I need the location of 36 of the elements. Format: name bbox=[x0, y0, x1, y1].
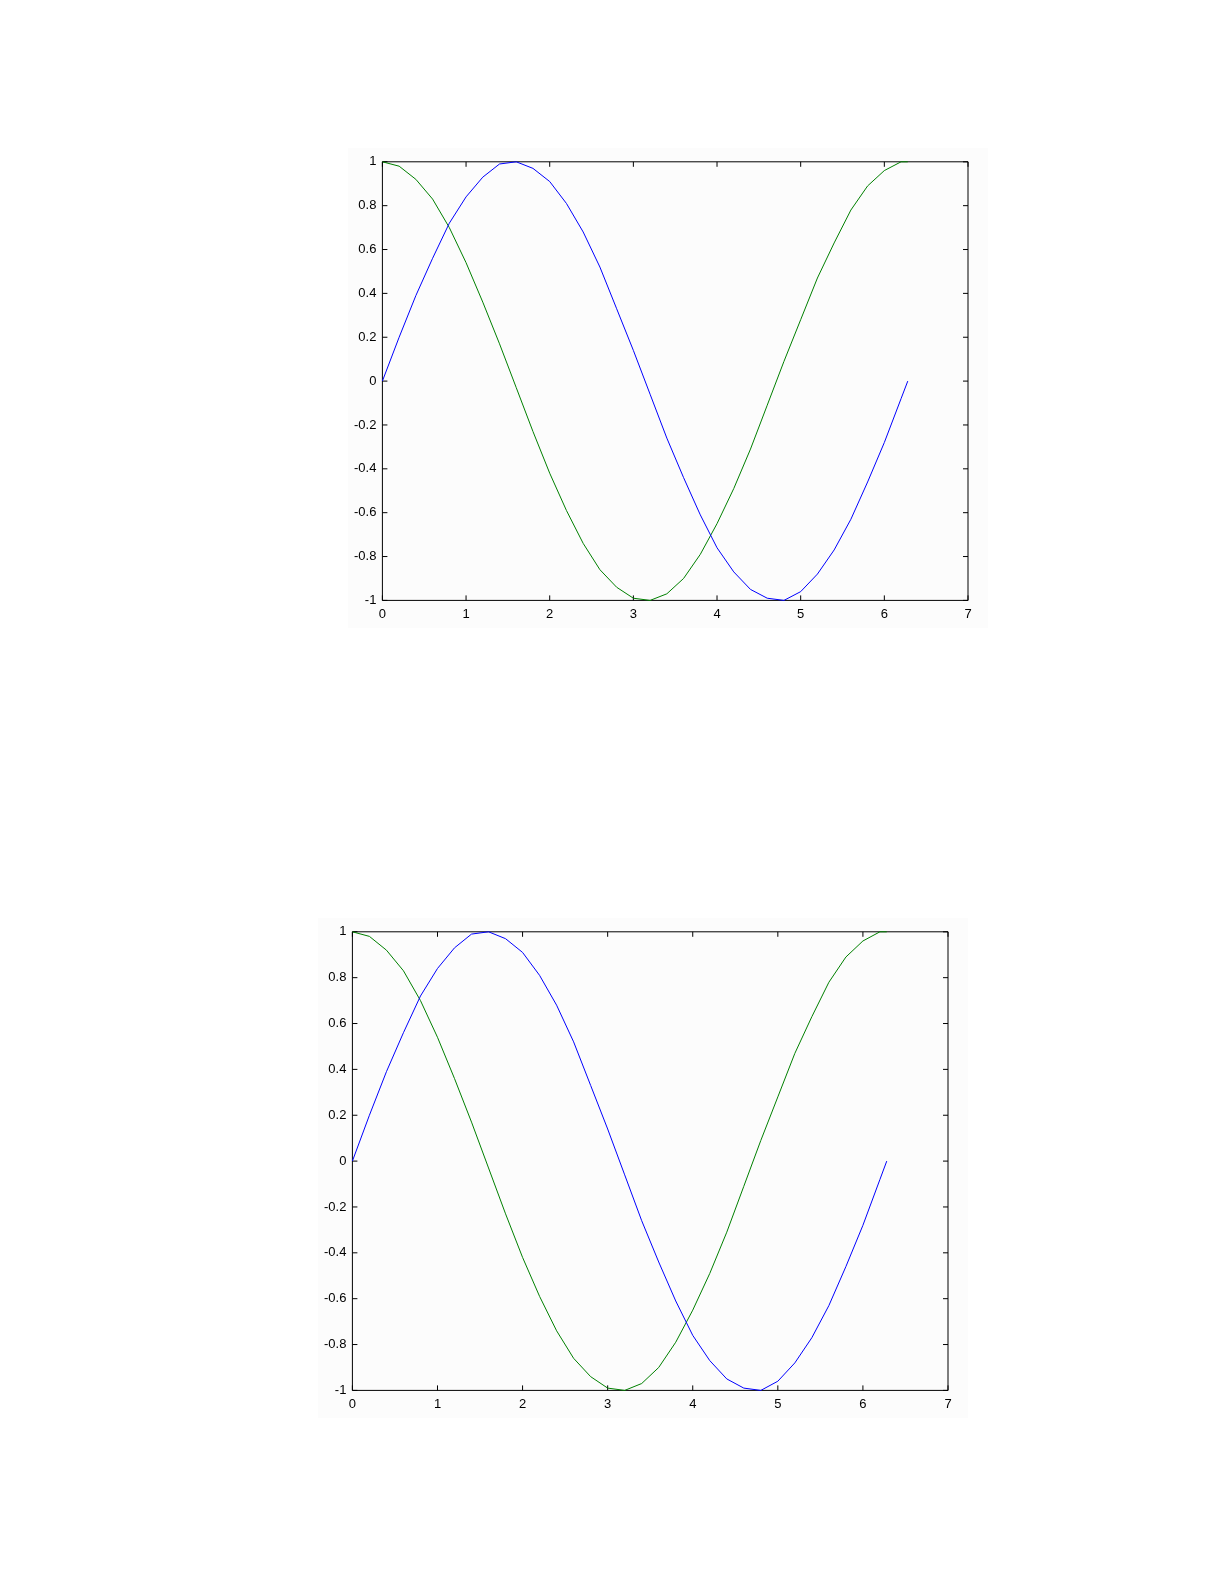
y-tick-label: 1 bbox=[369, 153, 377, 169]
y-tick-label: -0.4 bbox=[353, 460, 377, 476]
y-tick-label: 1 bbox=[339, 923, 347, 939]
x-tick-label: 7 bbox=[944, 1395, 952, 1411]
y-tick-label: -0.6 bbox=[323, 1290, 347, 1306]
y-tick-label: 0 bbox=[369, 372, 377, 388]
y-tick-label: -0.2 bbox=[323, 1198, 347, 1214]
y-tick-label: 0.6 bbox=[358, 241, 377, 257]
x-tick-label: 4 bbox=[689, 1395, 697, 1411]
y-tick-label: 0.8 bbox=[358, 197, 377, 213]
x-tick-label: 1 bbox=[433, 1395, 442, 1411]
y-tick-label: -1 bbox=[364, 591, 377, 607]
y-tick-label: -0.8 bbox=[353, 548, 377, 564]
y-tick-label: 0.2 bbox=[358, 328, 377, 344]
y-tick-label: -1 bbox=[334, 1381, 347, 1397]
x-tick-label: 6 bbox=[880, 605, 888, 621]
x-tick-label: 5 bbox=[774, 1395, 782, 1411]
x-tick-label: 3 bbox=[604, 1395, 612, 1411]
y-tick-label: 0.4 bbox=[328, 1060, 347, 1076]
y-tick-label: -0.8 bbox=[323, 1336, 347, 1352]
x-tick-label: 7 bbox=[964, 605, 972, 621]
x-tick-label: 4 bbox=[713, 605, 721, 621]
y-tick-label: 0.6 bbox=[328, 1015, 347, 1031]
x-tick-label: 2 bbox=[546, 605, 554, 621]
x-tick-label: 6 bbox=[859, 1395, 867, 1411]
x-tick-label: 5 bbox=[797, 605, 805, 621]
y-tick-label: -0.4 bbox=[323, 1244, 347, 1260]
x-tick-label: 2 bbox=[518, 1395, 527, 1411]
y-tick-label: 0.2 bbox=[328, 1106, 347, 1122]
y-tick-label: -0.2 bbox=[353, 416, 377, 432]
x-tick-label: 3 bbox=[629, 605, 637, 621]
x-tick-label: 1 bbox=[462, 605, 470, 621]
y-tick-label: 0.4 bbox=[358, 284, 377, 300]
y-tick-label: 0 bbox=[339, 1152, 347, 1168]
y-tick-label: -0.6 bbox=[353, 504, 377, 520]
y-tick-label: 0.8 bbox=[328, 969, 347, 985]
